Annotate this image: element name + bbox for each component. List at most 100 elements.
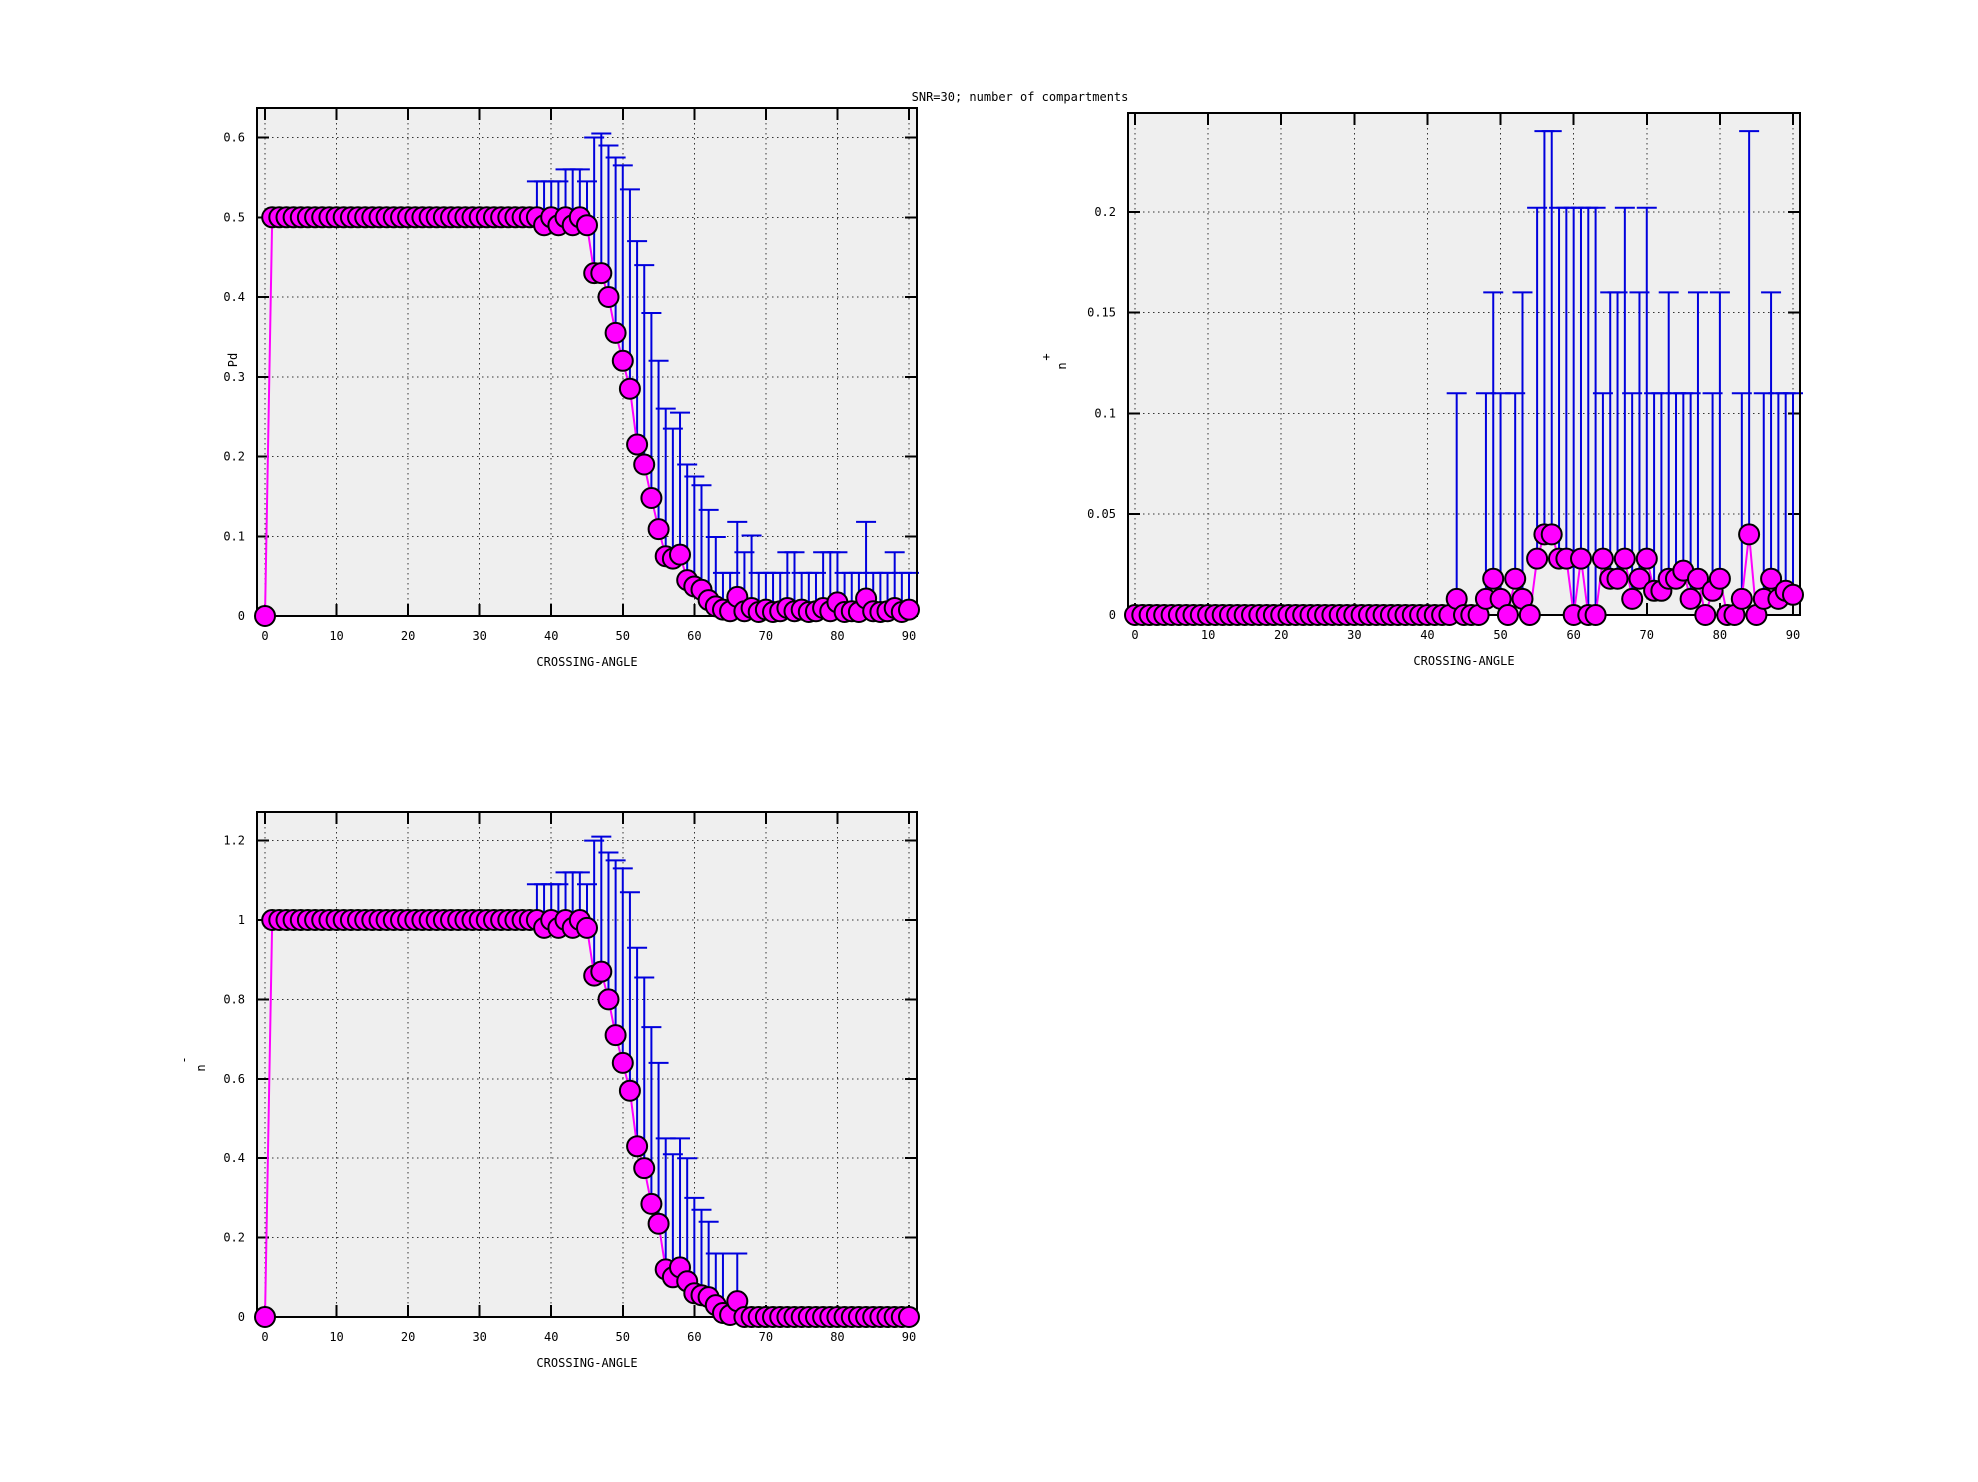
plot-pd-ticks [257, 108, 917, 617]
x-tick-label: 10 [1201, 628, 1215, 642]
plot-n-minus-frame [256, 811, 918, 1318]
data-point [618, 377, 641, 400]
ylabel-n-plus-text: n [1055, 362, 1069, 370]
x-tick-label: 60 [1566, 628, 1580, 642]
data-point [669, 543, 691, 566]
plot-n-plus-xlabel: CROSSING-ANGLE [1413, 654, 1514, 668]
data-point [1621, 587, 1644, 610]
y-tick-label: 0.6 [223, 131, 245, 145]
x-tick-label: 70 [759, 629, 773, 643]
x-tick-label: 30 [472, 629, 486, 643]
data-point [647, 518, 670, 541]
data-point [898, 598, 920, 621]
x-tick-label: 70 [1640, 628, 1654, 642]
plot-pd-markers [254, 206, 920, 627]
data-point [254, 605, 276, 627]
y-tick-label: 0.2 [1094, 205, 1116, 219]
x-tick-label: 10 [329, 1330, 343, 1344]
y-tick-label: 0.2 [223, 1231, 245, 1245]
y-tick-label: 1.2 [223, 834, 245, 848]
data-point [1760, 567, 1783, 590]
plot-n-minus-ticks [257, 812, 917, 1318]
x-tick-label: 70 [759, 1330, 773, 1344]
data-point [647, 1212, 670, 1235]
x-tick-label: 20 [401, 1330, 415, 1344]
x-tick-label: 90 [902, 629, 916, 643]
data-point [1526, 547, 1549, 570]
data-point [1694, 604, 1717, 626]
y-tick-label: 0.1 [1094, 406, 1116, 420]
plot-pd-tick-labels: 0 10 20 30 40 50 60 70 80 90 0 0.1 0.2 0.3 0.4 0.5 0.6 [223, 131, 916, 643]
y-tick-label: 0.3 [223, 370, 245, 384]
data-point [1504, 567, 1527, 590]
x-tick-label: 40 [544, 1330, 558, 1344]
x-tick-label: 20 [401, 629, 415, 643]
data-point [1570, 547, 1592, 570]
data-point [1496, 604, 1519, 626]
data-point [590, 262, 613, 285]
data-point [1708, 567, 1731, 590]
data-point [1591, 547, 1614, 570]
data-point [898, 1306, 920, 1328]
data-point [1540, 523, 1563, 546]
y-tick-label: 0.15 [1087, 306, 1116, 320]
x-tick-label: 80 [830, 629, 844, 643]
plot-n-plus-background [1128, 113, 1800, 615]
x-tick-label: 80 [1713, 628, 1727, 642]
data-point [1679, 587, 1702, 610]
plot-n-minus-tick-labels: 0 10 20 30 40 50 60 70 80 90 0 0.2 0.4 0.6 0.8 1 1.2 [223, 834, 916, 1344]
x-tick-label: 90 [902, 1330, 916, 1344]
ylabel-n-minus-text: n [194, 1064, 208, 1072]
y-tick-label: 0.8 [223, 992, 245, 1006]
y-tick-label: 0 [238, 1310, 245, 1324]
ylabel-pd-text: Pd [226, 352, 240, 368]
data-point [626, 433, 649, 456]
data-point [1687, 567, 1709, 590]
data-point [597, 286, 620, 308]
plot-n-plus-markers [1124, 523, 1804, 626]
plot-n-minus: 0 10 20 30 40 50 60 70 80 90 0 0.2 0.4 0.6 0.8 1 1.2 CROS… [223, 811, 920, 1370]
y-tick-label: 0.4 [223, 1151, 245, 1165]
figure-title: SNR=30; number of compartments [911, 90, 1129, 104]
ylabel-n-minus-sup: - [177, 1056, 191, 1064]
x-tick-label: 50 [1493, 628, 1507, 642]
plot-n-minus-markers [254, 909, 920, 1328]
data-point [626, 1135, 649, 1158]
x-tick-label: 50 [616, 629, 630, 643]
data-point [1584, 604, 1607, 626]
data-point [1738, 523, 1761, 546]
data-point [597, 988, 620, 1011]
data-point [611, 1051, 634, 1074]
plot-pd-frame [256, 107, 918, 617]
data-point [1635, 547, 1658, 570]
x-tick-label: 0 [261, 1330, 268, 1344]
x-tick-label: 60 [687, 1330, 701, 1344]
plot-pd-xlabel: CROSSING-ANGLE [536, 655, 637, 669]
x-tick-label: 10 [329, 629, 343, 643]
plot-pd: 0 10 20 30 40 50 60 70 80 90 0 0.1 0.2 0.3 0.4 0.5 0.6 CR… [223, 107, 920, 669]
data-point [633, 453, 656, 476]
data-point [640, 487, 663, 509]
x-tick-label: 0 [261, 629, 268, 643]
data-point [1613, 547, 1636, 570]
data-point [618, 1079, 641, 1102]
plot-n-plus-tick-labels: 0 10 20 30 40 50 60 70 80 90 0 0.05 0.1 0.15 0.2 [1087, 205, 1800, 642]
data-point [1730, 587, 1753, 610]
x-tick-label: 30 [1347, 628, 1361, 642]
x-tick-label: 20 [1274, 628, 1288, 642]
x-tick-label: 80 [830, 1330, 844, 1344]
y-tick-label: 1 [238, 913, 245, 927]
data-point [1782, 583, 1804, 606]
data-point [576, 916, 598, 939]
data-point [590, 960, 613, 983]
data-point [604, 321, 627, 344]
data-point [1482, 567, 1505, 590]
y-tick-label: 0.6 [223, 1072, 245, 1086]
y-tick-label: 0 [1109, 608, 1116, 622]
x-tick-label: 40 [1420, 628, 1434, 642]
data-point [576, 214, 598, 237]
x-tick-label: 90 [1786, 628, 1800, 642]
y-tick-label: 0.05 [1087, 507, 1116, 521]
ylabel-n-plus-sup: + [1039, 353, 1053, 361]
plot-n-plus: 0 10 20 30 40 50 60 70 80 90 0 0.05 0.1 0.15 0.2 CROSSI… [1087, 112, 1804, 668]
